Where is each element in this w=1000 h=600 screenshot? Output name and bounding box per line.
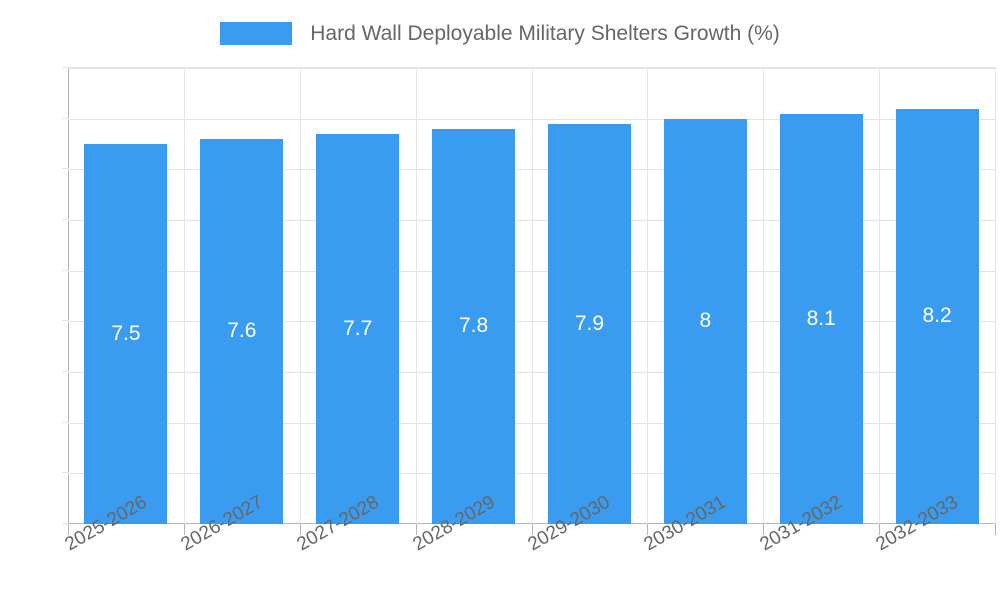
bar[interactable]: 7.9 <box>547 123 631 524</box>
bar-value-label: 7.6 <box>227 319 257 343</box>
x-axis-tick-mark <box>68 524 69 535</box>
x-axis-line <box>62 523 995 524</box>
y-axis-line <box>68 67 69 524</box>
x-axis-tick-mark <box>300 524 301 535</box>
gridline-horizontal <box>68 118 995 120</box>
gridline-vertical <box>300 68 301 524</box>
y-axis-tick-mark <box>62 269 69 271</box>
y-axis-tick-mark <box>62 371 69 372</box>
gridline-horizontal <box>68 68 995 69</box>
x-axis-tick-mark <box>879 524 880 535</box>
bar[interactable]: 7.8 <box>432 128 516 524</box>
x-axis-tick-mark <box>532 524 533 535</box>
gridline-horizontal <box>68 372 995 373</box>
gridline-vertical <box>184 68 185 524</box>
y-axis-tick-mark <box>62 168 69 170</box>
y-axis-tick-mark <box>62 472 69 474</box>
gridline-horizontal <box>68 473 995 475</box>
legend-label: Hard Wall Deployable Military Shelters G… <box>310 21 780 45</box>
bar-value-label: 7.7 <box>343 316 373 340</box>
legend-item-series-0[interactable]: Hard Wall Deployable Military Shelters G… <box>220 21 780 45</box>
bar[interactable]: 7.7 <box>316 133 400 524</box>
plot-area: 7.5 7.6 7.7 7.8 7.9 8 8.1 8.2 <box>68 67 996 524</box>
bar-value-label: 8 <box>699 309 712 333</box>
x-axis-tick-mark <box>995 524 996 535</box>
x-axis-tick-mark <box>416 524 417 535</box>
bar-value-label: 7.9 <box>574 311 605 335</box>
bar-value-label: 7.5 <box>111 322 141 345</box>
bar[interactable]: 7.5 <box>84 144 168 524</box>
bar[interactable]: 8.2 <box>895 108 979 524</box>
gridline-vertical <box>763 68 764 524</box>
bar-value-label: 8.1 <box>806 306 836 330</box>
gridline-horizontal <box>68 169 995 171</box>
gridline-vertical <box>416 68 417 524</box>
gridline-vertical <box>647 68 648 524</box>
y-axis-tick-mark <box>62 523 69 524</box>
x-axis-tick-mark <box>184 524 185 535</box>
gridline-horizontal <box>68 422 995 424</box>
gridline-vertical <box>532 68 533 524</box>
chart-legend: Hard Wall Deployable Military Shelters G… <box>0 14 1000 52</box>
gridline-horizontal <box>68 321 995 323</box>
gridline-horizontal <box>68 220 995 221</box>
gridline-horizontal <box>68 270 995 272</box>
legend-color-swatch-icon <box>220 21 293 45</box>
bar-value-label: 7.8 <box>458 314 489 338</box>
y-axis-tick-mark <box>62 421 69 423</box>
y-axis-tick-mark <box>62 219 69 220</box>
bar-value-label: 8.2 <box>922 304 952 328</box>
y-axis-tick-mark <box>62 320 69 322</box>
x-axis-tick-mark <box>763 524 764 535</box>
bar[interactable]: 8 <box>663 118 747 524</box>
gridline-vertical <box>879 68 880 524</box>
y-axis-tick-mark <box>62 67 69 68</box>
y-axis-tick-mark <box>62 117 69 119</box>
bar[interactable]: 8.1 <box>779 113 863 524</box>
x-axis-tick-mark <box>647 524 648 535</box>
bar[interactable]: 7.6 <box>200 138 284 524</box>
